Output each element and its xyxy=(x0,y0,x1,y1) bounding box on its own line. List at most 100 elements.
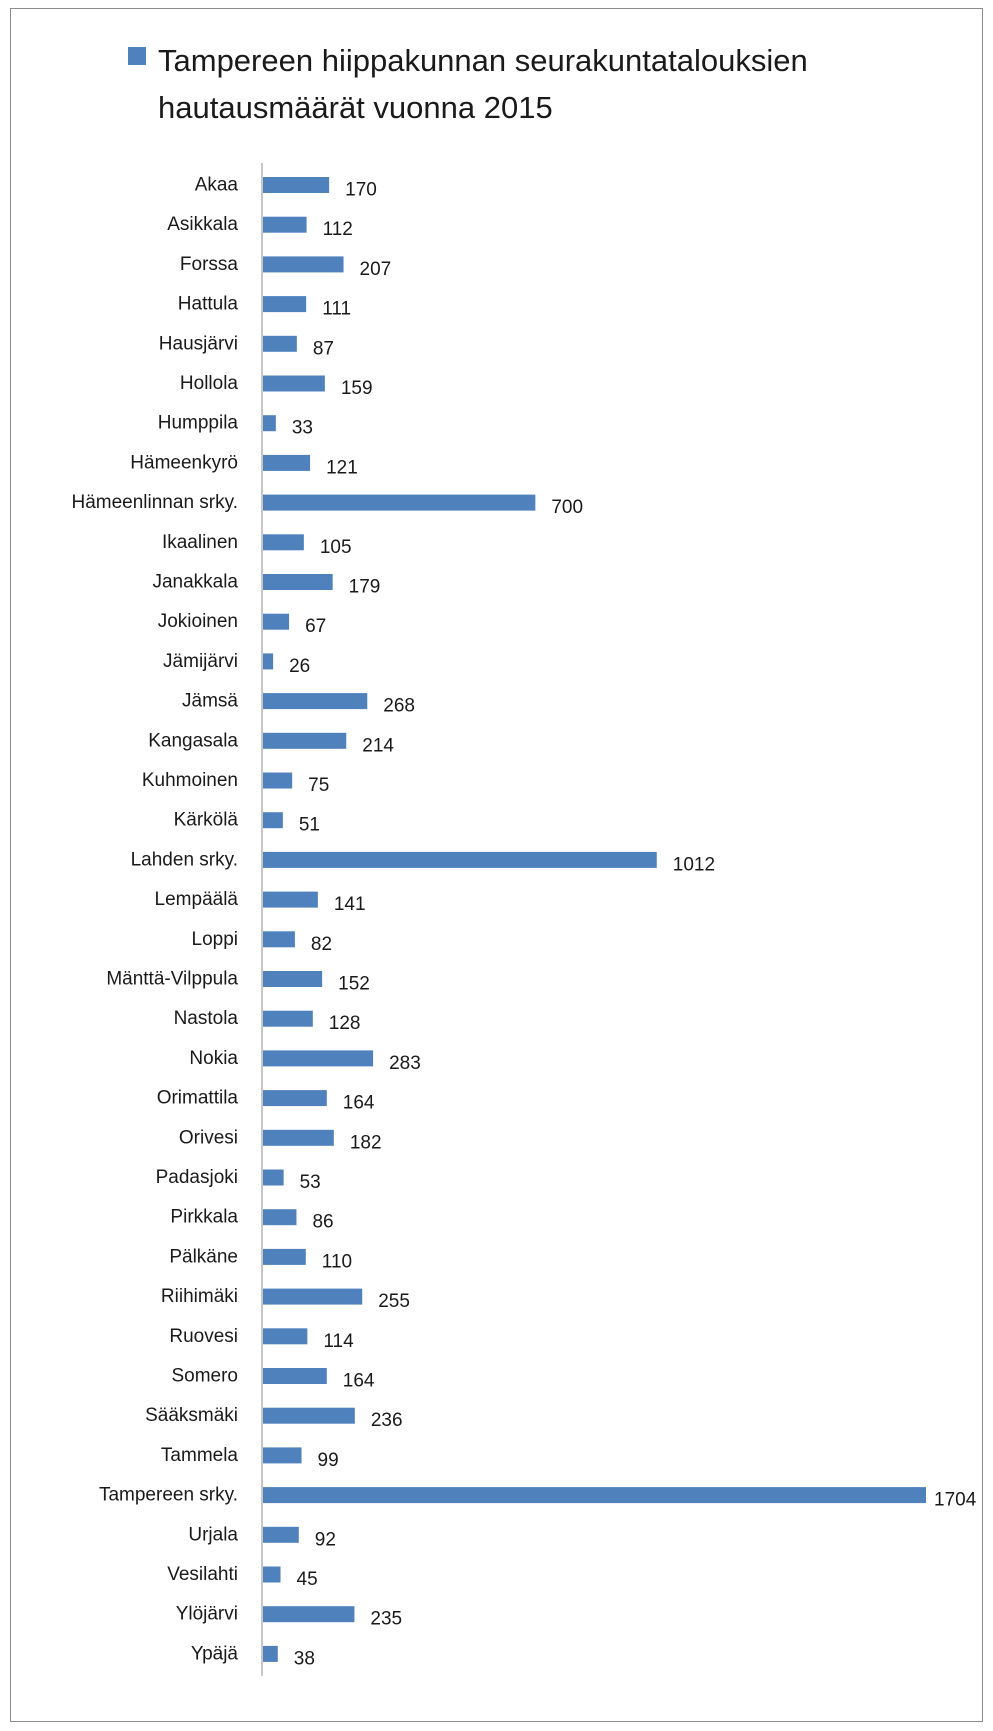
category-label: Jämsä xyxy=(182,691,238,712)
bar xyxy=(263,256,344,273)
bar xyxy=(263,1566,281,1583)
bar xyxy=(263,1169,284,1186)
bar xyxy=(263,1526,299,1543)
data-label: 1704 xyxy=(934,1490,977,1511)
data-label: 112 xyxy=(323,219,353,240)
data-label: 51 xyxy=(299,815,320,836)
category-label: Asikkala xyxy=(167,214,238,235)
bar xyxy=(263,613,290,630)
bar xyxy=(263,1209,297,1226)
category-label: Pirkkala xyxy=(170,1207,238,1228)
data-label: 86 xyxy=(312,1212,333,1233)
bar xyxy=(263,1407,355,1424)
bar xyxy=(263,1328,308,1345)
bar xyxy=(263,375,325,392)
category-label: Riihimäki xyxy=(161,1286,238,1307)
data-label: 1012 xyxy=(673,854,715,875)
bar xyxy=(263,216,307,233)
category-label: Tampereen srky. xyxy=(99,1485,238,1506)
data-label: 53 xyxy=(300,1172,321,1193)
bar xyxy=(263,1447,302,1464)
data-label: 75 xyxy=(308,775,329,796)
category-label: Lempäälä xyxy=(155,889,239,910)
bar xyxy=(263,1010,313,1027)
data-label: 105 xyxy=(320,537,352,558)
bar xyxy=(263,534,304,551)
bar xyxy=(263,1487,926,1504)
data-label: 26 xyxy=(289,656,310,677)
bar xyxy=(263,971,323,987)
data-label: 33 xyxy=(292,418,313,439)
category-label: Kuhmoinen xyxy=(142,770,238,791)
data-label: 110 xyxy=(322,1251,352,1272)
bar xyxy=(263,415,276,432)
bar xyxy=(263,693,368,710)
category-label: Humppila xyxy=(158,413,239,434)
bar xyxy=(263,732,347,749)
category-label: Jokioinen xyxy=(158,611,238,632)
category-label: Tammela xyxy=(161,1445,239,1466)
data-label: 207 xyxy=(360,259,392,280)
bar xyxy=(263,574,333,590)
data-label: 700 xyxy=(551,497,583,518)
category-label: Kärkölä xyxy=(174,810,239,831)
bar xyxy=(263,1606,355,1623)
data-label: 114 xyxy=(323,1331,354,1352)
bar xyxy=(263,494,536,511)
category-label: Hämeenlinnan srky. xyxy=(71,492,238,513)
category-label: Mänttä-Vilppula xyxy=(106,969,238,990)
category-label: Orivesi xyxy=(179,1127,238,1148)
data-label: 164 xyxy=(343,1371,375,1392)
category-label: Forssa xyxy=(180,254,239,275)
bar xyxy=(263,1368,327,1384)
data-label: 159 xyxy=(341,378,373,399)
data-label: 99 xyxy=(318,1450,339,1471)
bar xyxy=(263,1129,334,1146)
bar xyxy=(263,1645,278,1662)
data-label: 111 xyxy=(322,299,351,320)
data-label: 182 xyxy=(350,1132,382,1153)
data-label: 236 xyxy=(371,1410,403,1431)
bar xyxy=(263,931,295,948)
data-label: 67 xyxy=(305,616,326,637)
bar xyxy=(263,177,330,193)
data-label: 179 xyxy=(349,577,381,598)
bar xyxy=(263,653,274,670)
data-label: 268 xyxy=(383,696,415,717)
category-label: Nastola xyxy=(174,1008,239,1029)
category-label: Hollola xyxy=(180,373,239,394)
category-label: Ylöjärvi xyxy=(176,1604,238,1625)
category-label: Janakkala xyxy=(152,572,238,593)
category-label: Jämijärvi xyxy=(163,651,238,672)
data-label: 92 xyxy=(315,1529,336,1550)
data-label: 141 xyxy=(334,894,366,915)
bar xyxy=(263,1050,374,1067)
category-label: Hämeenkyrö xyxy=(130,452,238,473)
bar xyxy=(263,1288,363,1305)
bar xyxy=(263,296,307,313)
data-label: 283 xyxy=(389,1053,421,1074)
category-label: Urjala xyxy=(188,1524,238,1545)
bar xyxy=(263,851,657,868)
data-label: 82 xyxy=(311,934,332,955)
category-label: Nokia xyxy=(189,1048,238,1069)
bar xyxy=(263,454,311,471)
category-label: Akaa xyxy=(195,175,239,196)
bar xyxy=(263,891,318,908)
data-label: 214 xyxy=(362,735,394,756)
category-label: Loppi xyxy=(192,929,239,950)
category-label: Orimattila xyxy=(157,1088,239,1109)
category-label: Ikaalinen xyxy=(162,532,238,553)
data-label: 45 xyxy=(297,1569,318,1590)
bar xyxy=(263,1090,327,1107)
category-label: Somero xyxy=(171,1366,238,1387)
bar xyxy=(263,1248,306,1265)
bar xyxy=(263,335,297,352)
data-label: 87 xyxy=(313,338,334,359)
data-label: 164 xyxy=(343,1093,375,1114)
category-label: Kangasala xyxy=(148,730,238,751)
legend-swatch xyxy=(128,47,146,65)
category-label: Hattula xyxy=(178,294,239,315)
category-label: Sääksmäki xyxy=(145,1405,238,1426)
